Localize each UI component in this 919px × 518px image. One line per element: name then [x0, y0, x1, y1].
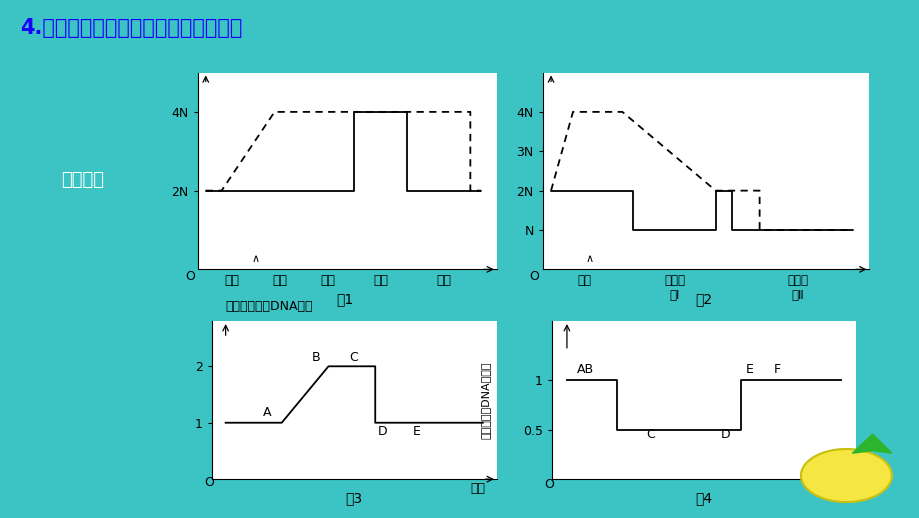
- Text: B: B: [312, 351, 321, 364]
- Text: 时期: 时期: [471, 482, 485, 495]
- Text: 每条染色体中DNA含量: 每条染色体中DNA含量: [226, 300, 313, 313]
- Polygon shape: [852, 434, 891, 453]
- Text: E: E: [413, 425, 420, 438]
- Text: 图3: 图3: [346, 492, 362, 506]
- Text: ∧: ∧: [252, 254, 259, 265]
- Text: O: O: [185, 270, 195, 283]
- Text: 图2: 图2: [695, 292, 711, 306]
- Text: 图4: 图4: [695, 492, 711, 506]
- Text: O: O: [544, 478, 554, 491]
- Text: C: C: [646, 428, 654, 441]
- Text: 热图呈现: 热图呈现: [61, 171, 104, 189]
- Text: D: D: [377, 425, 387, 438]
- Text: E: E: [745, 364, 754, 377]
- Text: A: A: [263, 406, 271, 419]
- Text: 染色体与核DNA数目比: 染色体与核DNA数目比: [480, 362, 490, 439]
- Text: AB: AB: [576, 364, 594, 377]
- Polygon shape: [800, 449, 891, 502]
- Text: O: O: [529, 270, 539, 283]
- Text: C: C: [349, 351, 357, 364]
- Text: 4.细胞分裂过程中相关数目的变化解读: 4.细胞分裂过程中相关数目的变化解读: [20, 18, 243, 38]
- Text: 时期: 时期: [827, 483, 843, 496]
- Text: 图1: 图1: [336, 292, 353, 306]
- Text: D: D: [720, 428, 730, 441]
- Text: ∧: ∧: [584, 254, 593, 265]
- Text: F: F: [773, 364, 779, 377]
- Text: O: O: [204, 476, 214, 489]
